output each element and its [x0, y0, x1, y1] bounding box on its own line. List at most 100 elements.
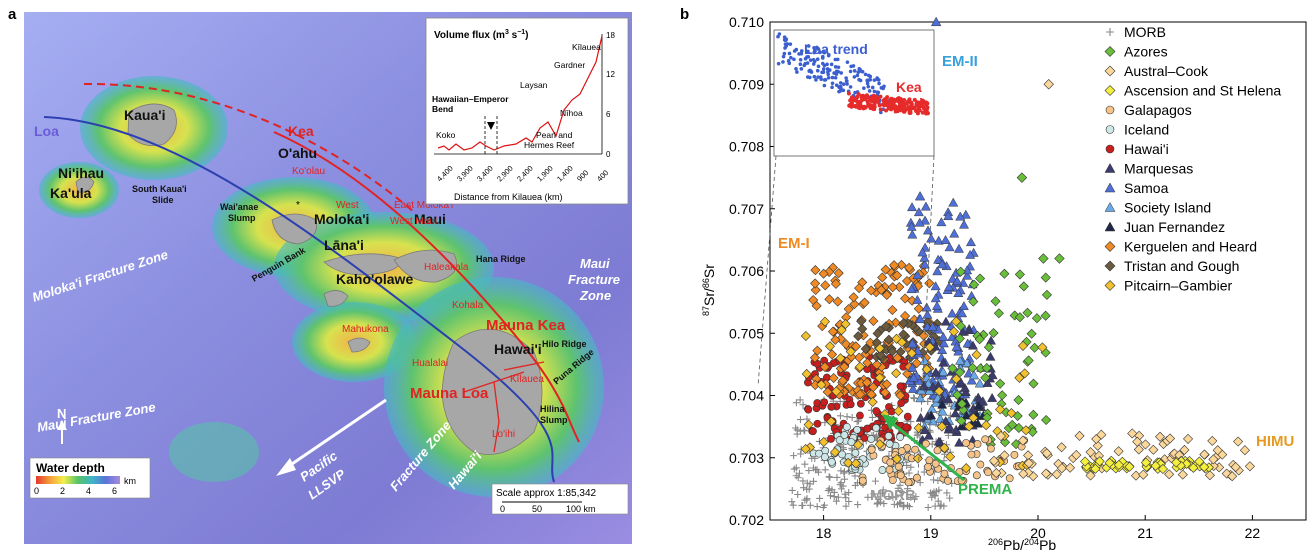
- point-austral-cook: [1085, 470, 1096, 481]
- point-austral-cook: [1018, 468, 1029, 479]
- point-galapagos: [886, 458, 895, 467]
- inset-point-loa: [877, 81, 881, 86]
- point-hawai-i: [903, 412, 912, 421]
- point-morb: [936, 502, 944, 510]
- point-marquesas: [940, 415, 951, 425]
- point-pitcairn-gambier: [801, 368, 812, 379]
- point-morb: [824, 487, 832, 495]
- point-morb: [845, 489, 853, 497]
- hualalai-label: Hualalai: [412, 358, 448, 369]
- inset-point-loa: [836, 65, 841, 70]
- point-hawai-i: [827, 435, 835, 443]
- loa-kea-inset: Loa trend Kea trend: [773, 29, 935, 157]
- point-morb: [834, 493, 842, 501]
- point-morb: [946, 494, 954, 502]
- inset-point-kea: [848, 98, 853, 103]
- point-austral-cook: [1148, 444, 1159, 455]
- inset-point-loa: [782, 51, 787, 56]
- kohala-label: Kohala: [452, 300, 484, 311]
- point-morb: [796, 427, 804, 435]
- point-juan-fernandez: [937, 399, 948, 409]
- point-austral-cook: [1056, 442, 1067, 453]
- point-society-island: [915, 393, 926, 403]
- inset-point-loa: [832, 71, 836, 75]
- inset-point-loa: [839, 71, 843, 75]
- point-austral-cook: [1085, 447, 1096, 458]
- point-marquesas: [964, 325, 975, 335]
- hilo-ridge-label: Hilo Ridge: [542, 339, 587, 349]
- inset-point-loa: [855, 73, 860, 78]
- inset-point-loa: [863, 72, 868, 77]
- point-pitcairn-gambier: [951, 316, 962, 327]
- point-morb: [905, 469, 913, 477]
- point-samoa: [958, 301, 969, 311]
- x-tick-label: 18: [816, 525, 832, 541]
- annotation-himu: HIMU: [1256, 433, 1294, 450]
- point-hawai-i: [863, 424, 872, 433]
- star-marker-icon: *: [296, 200, 300, 211]
- point-marquesas: [950, 408, 961, 418]
- inset-point-kea: [902, 107, 907, 112]
- y-tick-label: 0.706: [729, 263, 764, 279]
- point-samoa: [949, 228, 960, 238]
- inset-point-loa: [865, 81, 870, 86]
- point-samoa: [944, 242, 955, 252]
- point-samoa: [948, 197, 959, 207]
- point-ascension-and-st-helena: [1094, 456, 1105, 467]
- point-pitcairn-gambier: [924, 342, 935, 353]
- point-samoa: [933, 235, 944, 245]
- point-kerguelen-and-heard: [889, 260, 900, 271]
- point-samoa: [938, 338, 949, 348]
- point-pitcairn-gambier: [835, 353, 846, 364]
- inset-point-loa: [799, 49, 804, 53]
- point-austral-cook: [1056, 463, 1067, 474]
- point-samoa: [914, 190, 926, 201]
- inset-point-kea: [878, 107, 883, 112]
- koolau-label: Ko'olau: [292, 166, 325, 177]
- point-iceland: [896, 433, 905, 441]
- point-marquesas: [954, 437, 965, 447]
- point-kerguelen-and-heard: [854, 283, 865, 294]
- point-marquesas: [987, 370, 998, 380]
- inset-point-loa: [821, 67, 826, 71]
- island-shelves: [39, 76, 604, 497]
- point-samoa: [938, 331, 949, 341]
- inset-point-kea: [854, 95, 859, 100]
- legend-marker: [1106, 28, 1114, 36]
- point-morb: [868, 413, 876, 421]
- inset-point-loa: [845, 82, 849, 86]
- legend-marker: [1104, 201, 1116, 212]
- point-pitcairn-gambier: [896, 337, 907, 348]
- point-austral-cook: [1138, 469, 1149, 480]
- llsvp-arrow: [276, 398, 387, 476]
- inset-label-laysan: Laysan: [520, 80, 548, 90]
- point-pitcairn-gambier: [818, 436, 829, 448]
- inset-point-loa: [870, 85, 875, 90]
- kauai-label: Kaua'i: [124, 107, 165, 123]
- point-azores: [997, 390, 1008, 401]
- point-iceland: [853, 425, 862, 434]
- inset-point-loa: [792, 57, 796, 62]
- point-marquesas: [923, 430, 934, 440]
- point-morb: [899, 489, 907, 497]
- inset-point-loa: [836, 69, 840, 74]
- point-morb: [932, 487, 940, 495]
- panel-a-letter: a: [8, 6, 17, 23]
- inset-point-loa: [823, 77, 828, 82]
- point-austral-cook: [1177, 469, 1188, 480]
- point-pitcairn-gambier: [824, 341, 836, 352]
- legend-entry: Galapagos: [1124, 102, 1192, 118]
- inset-point-loa: [848, 69, 853, 74]
- point-azores: [956, 415, 967, 426]
- legend-entry: Marquesas: [1124, 161, 1193, 177]
- inset-point-kea: [908, 109, 913, 114]
- legend-marker: [1104, 182, 1116, 193]
- point-kerguelen-and-heard: [877, 272, 888, 283]
- point-morb: [825, 473, 833, 481]
- prema-arrow: [887, 418, 965, 482]
- point-galapagos: [924, 463, 932, 471]
- point-iceland: [840, 431, 849, 439]
- point-tristan-and-gough: [898, 318, 909, 329]
- inset-point-kea: [885, 95, 890, 100]
- inset-point-loa: [812, 74, 817, 79]
